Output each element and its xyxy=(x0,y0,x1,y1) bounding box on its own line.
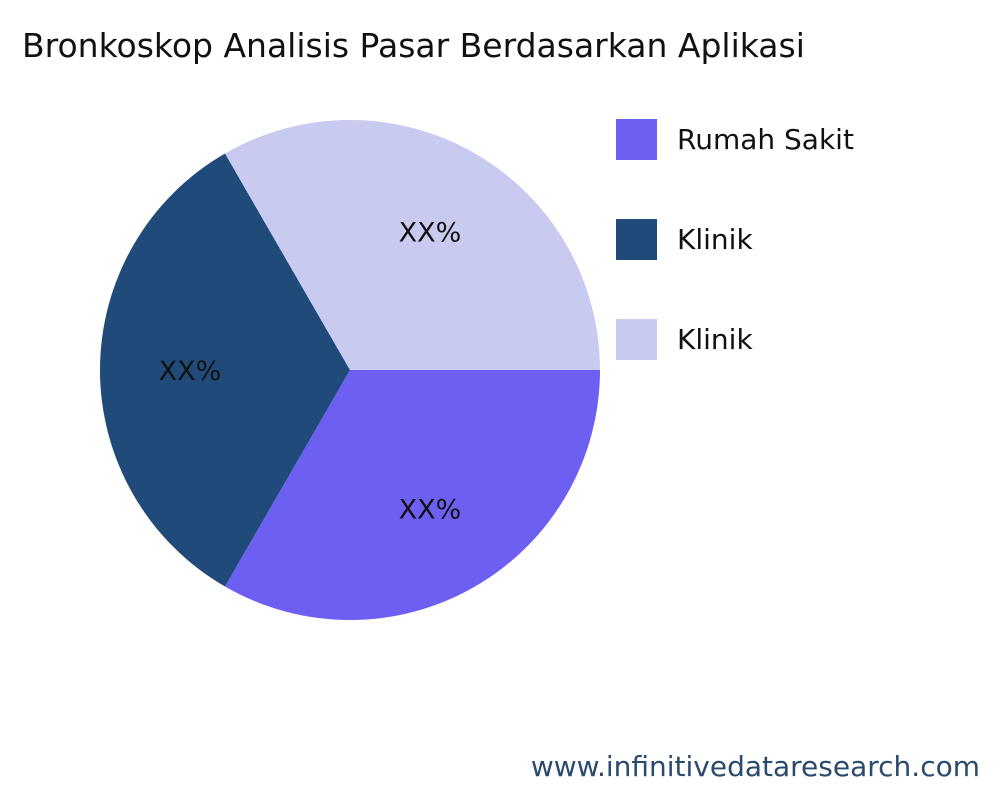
chart-title: Bronkoskop Analisis Pasar Berdasarkan Ap… xyxy=(22,26,805,65)
data-label-2: XX% xyxy=(399,217,462,248)
pie-slice-0 xyxy=(225,370,600,620)
legend-item-2: Klinik xyxy=(616,319,753,360)
data-label-1: XX% xyxy=(159,356,222,387)
legend-label: Klinik xyxy=(677,323,753,356)
legend-label: Rumah Sakit xyxy=(677,123,854,156)
legend-label: Klinik xyxy=(677,223,753,256)
legend-swatch xyxy=(616,319,657,360)
legend-item-0: Rumah Sakit xyxy=(616,119,854,160)
footer-url: www.infinitivedataresearch.com xyxy=(530,750,980,783)
legend-swatch xyxy=(616,119,657,160)
legend-swatch xyxy=(616,219,657,260)
data-label-0: XX% xyxy=(399,495,462,526)
pie-slice-2 xyxy=(225,119,600,370)
legend-item-1: Klinik xyxy=(616,219,753,260)
